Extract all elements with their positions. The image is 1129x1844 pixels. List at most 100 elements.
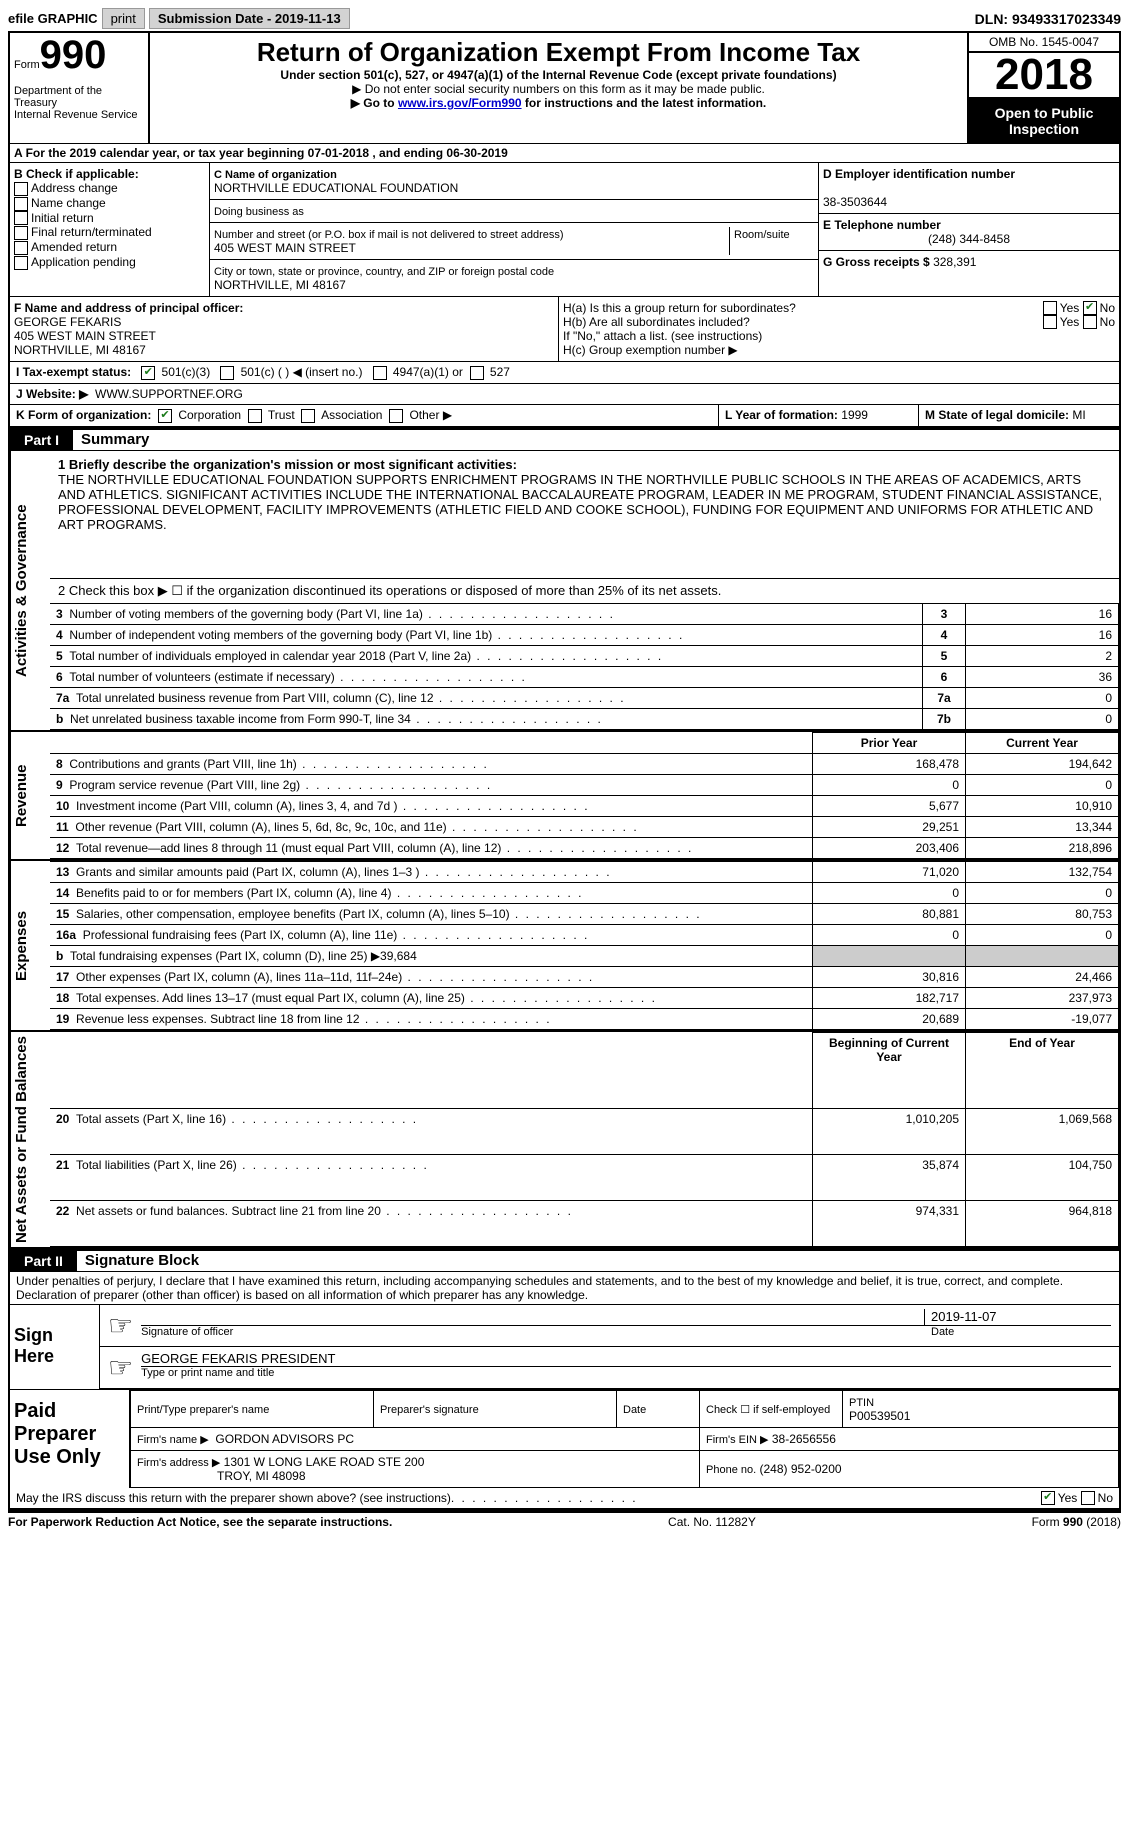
- sig-officer-label: Signature of officer: [141, 1326, 931, 1338]
- box-f: F Name and address of principal officer:…: [10, 297, 559, 361]
- print-button[interactable]: print: [102, 8, 145, 29]
- discuss-yes: Yes: [1058, 1491, 1078, 1505]
- note-ssn: ▶ Do not enter social security numbers o…: [160, 82, 957, 96]
- form-header: Form990 Department of the Treasury Inter…: [10, 33, 1119, 143]
- cb-4947a1[interactable]: [373, 366, 387, 380]
- note-goto-pre: ▶ Go to: [351, 96, 398, 110]
- cb-ha-yes[interactable]: [1043, 301, 1057, 315]
- table-row: 18 Total expenses. Add lines 13–17 (must…: [50, 987, 1119, 1008]
- firm-phone: (248) 952-0200: [760, 1462, 842, 1476]
- revenue-table: Prior YearCurrent Year8 Contributions an…: [50, 732, 1119, 859]
- line-i: I Tax-exempt status: 501(c)(3) 501(c) ( …: [10, 362, 1119, 384]
- table-row: 6 Total number of volunteers (estimate i…: [50, 666, 1119, 687]
- section-bcdeg: B Check if applicable: Address change Na…: [10, 163, 1119, 297]
- line-klm: K Form of organization: Corporation Trus…: [10, 405, 1119, 428]
- table-row: 21 Total liabilities (Part X, line 26) 3…: [50, 1154, 1119, 1200]
- city-label: City or town, state or province, country…: [214, 266, 554, 278]
- cb-application-pending[interactable]: [14, 256, 28, 270]
- opt-501c: 501(c) ( ) ◀ (insert no.): [241, 365, 363, 379]
- cb-final-return[interactable]: [14, 226, 28, 240]
- table-row: 11 Other revenue (Part VIII, column (A),…: [50, 816, 1119, 837]
- cb-corporation[interactable]: [158, 409, 172, 423]
- note-goto-post: for instructions and the latest informat…: [522, 96, 767, 110]
- cb-initial-return[interactable]: [14, 211, 28, 225]
- table-row: 22 Net assets or fund balances. Subtract…: [50, 1200, 1119, 1246]
- table-row: 13 Grants and similar amounts paid (Part…: [50, 861, 1119, 882]
- cb-amended-return[interactable]: [14, 241, 28, 255]
- opt-corporation: Corporation: [178, 408, 241, 422]
- cb-501c3[interactable]: [141, 366, 155, 380]
- firm-name-label: Firm's name ▶: [137, 1434, 209, 1446]
- line-2: 2 Check this box ▶ ☐ if the organization…: [50, 579, 1119, 603]
- officer-name-title: GEORGE FEKARIS PRESIDENT: [141, 1351, 1111, 1367]
- table-row: 16a Professional fundraising fees (Part …: [50, 924, 1119, 945]
- opt-final-return: Final return/terminated: [31, 225, 152, 239]
- firm-addr2: TROY, MI 48098: [217, 1469, 306, 1483]
- irs-link[interactable]: www.irs.gov/Form990: [398, 96, 522, 110]
- part1-badge: Part I: [10, 430, 73, 450]
- section-ag: Activities & Governance 1 Briefly descri…: [10, 451, 1119, 732]
- cb-501c[interactable]: [220, 366, 234, 380]
- cb-discuss-yes[interactable]: [1041, 1491, 1055, 1505]
- table-row: 7a Total unrelated business revenue from…: [50, 687, 1119, 708]
- note-goto: ▶ Go to www.irs.gov/Form990 for instruct…: [160, 96, 957, 110]
- hb-label: H(b) Are all subordinates included?: [563, 315, 1043, 329]
- phone-value: (248) 344-8458: [823, 232, 1115, 246]
- cb-ha-no[interactable]: [1083, 301, 1097, 315]
- discuss-no: No: [1098, 1491, 1113, 1505]
- table-row: 20 Total assets (Part X, line 16) 1,010,…: [50, 1109, 1119, 1155]
- line-m-label: M State of legal domicile:: [925, 408, 1069, 422]
- section-fh: F Name and address of principal officer:…: [10, 297, 1119, 362]
- prep-name-label: Print/Type preparer's name: [137, 1404, 269, 1416]
- box-c: C Name of organization NORTHVILLE EDUCAT…: [210, 163, 819, 296]
- table-row: 17 Other expenses (Part IX, column (A), …: [50, 966, 1119, 987]
- website-value: WWW.SUPPORTNEF.ORG: [95, 387, 243, 401]
- ein-label: D Employer identification number: [823, 167, 1015, 181]
- ptin-label: PTIN: [849, 1397, 874, 1409]
- ptin-value: P00539501: [849, 1409, 910, 1423]
- form-subtitle: Under section 501(c), 527, or 4947(a)(1)…: [160, 68, 957, 82]
- may-irs-text: May the IRS discuss this return with the…: [16, 1491, 451, 1505]
- line-1-label: 1 Briefly describe the organization's mi…: [58, 457, 517, 472]
- officer-street: 405 WEST MAIN STREET: [14, 329, 156, 343]
- opt-501c3: 501(c)(3): [162, 365, 211, 379]
- cb-hb-no[interactable]: [1083, 315, 1097, 329]
- opt-name-change: Name change: [31, 196, 106, 210]
- cb-527[interactable]: [470, 366, 484, 380]
- cb-discuss-no[interactable]: [1081, 1491, 1095, 1505]
- org-name-label: C Name of organization: [214, 169, 337, 181]
- cb-address-change[interactable]: [14, 182, 28, 196]
- cb-name-change[interactable]: [14, 197, 28, 211]
- section-netassets: Net Assets or Fund Balances Beginning of…: [10, 1032, 1119, 1249]
- date-label: Date: [931, 1326, 1111, 1338]
- cb-trust[interactable]: [248, 409, 262, 423]
- ag-table: 3 Number of voting members of the govern…: [50, 603, 1119, 730]
- table-row: 4 Number of independent voting members o…: [50, 624, 1119, 645]
- expenses-table: 13 Grants and similar amounts paid (Part…: [50, 861, 1119, 1030]
- box-de: D Employer identification number 38-3503…: [819, 163, 1119, 296]
- fpra-notice: For Paperwork Reduction Act Notice, see …: [8, 1515, 392, 1529]
- gross-receipts-label: G Gross receipts $: [823, 255, 930, 269]
- officer-name: GEORGE FEKARIS: [14, 315, 121, 329]
- ha-yes: Yes: [1060, 301, 1080, 315]
- vlabel-revenue: Revenue: [10, 732, 50, 859]
- year-formation: 1999: [841, 408, 868, 422]
- officer-label: F Name and address of principal officer:: [14, 301, 243, 315]
- cb-hb-yes[interactable]: [1043, 315, 1057, 329]
- part2-badge: Part II: [10, 1251, 77, 1271]
- table-row: 12 Total revenue—add lines 8 through 11 …: [50, 837, 1119, 858]
- section-revenue: Revenue Prior YearCurrent Year8 Contribu…: [10, 732, 1119, 861]
- hb-no: No: [1100, 315, 1115, 329]
- page-footer: For Paperwork Reduction Act Notice, see …: [8, 1511, 1121, 1529]
- table-row: 15 Salaries, other compensation, employe…: [50, 903, 1119, 924]
- form-container: Form990 Department of the Treasury Inter…: [8, 31, 1121, 1511]
- cb-association[interactable]: [301, 409, 315, 423]
- opt-association: Association: [321, 408, 382, 422]
- box-b: B Check if applicable: Address change Na…: [10, 163, 210, 296]
- cb-other[interactable]: [389, 409, 403, 423]
- sign-here-label: Sign Here: [10, 1305, 100, 1389]
- firm-phone-label: Phone no.: [706, 1464, 756, 1476]
- may-irs-discuss: May the IRS discuss this return with the…: [10, 1488, 1119, 1509]
- line-j: J Website: ▶ WWW.SUPPORTNEF.ORG: [10, 384, 1119, 405]
- netassets-table: Beginning of Current YearEnd of Year20 T…: [50, 1032, 1119, 1247]
